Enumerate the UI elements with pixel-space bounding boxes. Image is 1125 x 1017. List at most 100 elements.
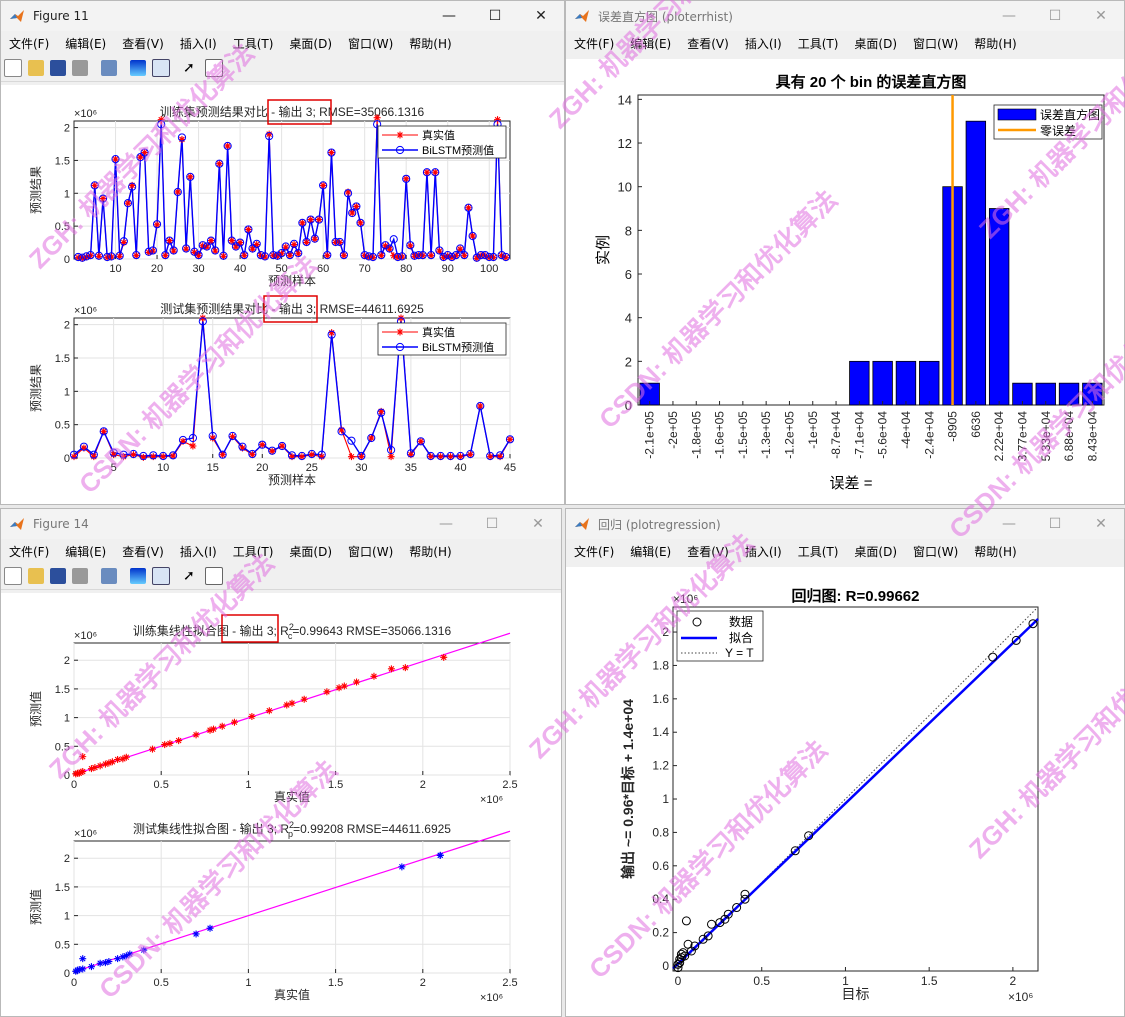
minimize-button[interactable]: — bbox=[1002, 516, 1016, 532]
x-tick-label: 1.5 bbox=[328, 977, 343, 989]
link-plot-icon[interactable] bbox=[101, 568, 117, 584]
plotregression-window: 回归 (plotregression) — ☐ ✕ 文件(F) 编辑(E) 查看… bbox=[565, 508, 1125, 1017]
menu-edit[interactable]: 编辑(E) bbox=[630, 544, 672, 559]
colorbar-icon[interactable] bbox=[130, 60, 146, 76]
menu-help[interactable]: 帮助(H) bbox=[409, 36, 452, 51]
data-point-star bbox=[236, 239, 244, 247]
print-icon[interactable] bbox=[72, 60, 88, 76]
pointer-icon[interactable]: ➚ bbox=[183, 60, 195, 76]
legend-icon[interactable] bbox=[152, 59, 170, 77]
x-tick-label: 6636 bbox=[969, 411, 983, 438]
menu-tools[interactable]: 工具(T) bbox=[232, 544, 274, 559]
data-point-star bbox=[369, 254, 377, 262]
data-point-star bbox=[157, 116, 165, 124]
menu-insert[interactable]: 插入(I) bbox=[179, 544, 217, 559]
data-point-star bbox=[386, 245, 394, 253]
close-button[interactable]: ✕ bbox=[1095, 8, 1107, 24]
regression-plot: 0 0.5 1 1.5 2 0 0.2 0.4 0.6 0.8 1 1.2 1.4 1.6 1.8 2 ×10⁶… bbox=[620, 587, 1039, 1004]
close-button[interactable]: ✕ bbox=[532, 516, 544, 532]
chart-title: 具有 20 个 bin 的误差直方图 bbox=[776, 73, 967, 91]
menu-edit[interactable]: 编辑(E) bbox=[65, 36, 107, 51]
maximize-button[interactable]: ☐ bbox=[488, 8, 502, 24]
property-editor-icon[interactable] bbox=[205, 59, 223, 77]
menu-tools[interactable]: 工具(T) bbox=[232, 36, 274, 51]
menu-help[interactable]: 帮助(H) bbox=[974, 36, 1017, 51]
new-figure-icon[interactable] bbox=[4, 59, 22, 77]
menu-insert[interactable]: 插入(I) bbox=[744, 36, 782, 51]
y-tick-label: 1 bbox=[662, 792, 669, 806]
data-point-circle bbox=[306, 215, 315, 224]
data-point-circle bbox=[406, 241, 415, 250]
menu-window[interactable]: 窗口(W) bbox=[348, 544, 394, 559]
y-tick-label: 0.2 bbox=[652, 926, 669, 940]
menu-edit[interactable]: 编辑(E) bbox=[630, 36, 672, 51]
x-tick-label: 45 bbox=[504, 462, 516, 474]
menu-help[interactable]: 帮助(H) bbox=[974, 544, 1017, 559]
data-point-circle bbox=[256, 250, 265, 260]
menu-view[interactable]: 查看(V) bbox=[687, 36, 729, 51]
menu-tools[interactable]: 工具(T) bbox=[797, 36, 839, 51]
maximize-button[interactable]: ☐ bbox=[1048, 516, 1062, 532]
menu-view[interactable]: 查看(V) bbox=[122, 544, 164, 559]
data-point-circle bbox=[468, 231, 477, 241]
link-plot-icon[interactable] bbox=[101, 60, 117, 76]
data-point-star bbox=[327, 149, 335, 157]
minimize-button[interactable]: — bbox=[439, 516, 453, 532]
data-point-star bbox=[353, 678, 361, 686]
close-button[interactable]: ✕ bbox=[535, 8, 547, 24]
data-point-star bbox=[367, 434, 375, 442]
data-point-star bbox=[80, 444, 88, 452]
open-file-icon[interactable] bbox=[28, 60, 44, 76]
data-point-star bbox=[79, 753, 87, 761]
menu-file[interactable]: 文件(F) bbox=[574, 544, 615, 559]
menu-desktop[interactable]: 桌面(D) bbox=[289, 36, 333, 51]
open-file-icon[interactable] bbox=[28, 568, 44, 584]
data-point-star bbox=[257, 252, 265, 260]
menu-desktop[interactable]: 桌面(D) bbox=[289, 544, 333, 559]
new-figure-icon[interactable] bbox=[4, 567, 22, 585]
x-tick-label: -2e+05 bbox=[666, 411, 680, 449]
close-button[interactable]: ✕ bbox=[1095, 516, 1107, 532]
menu-tools[interactable]: 工具(T) bbox=[797, 544, 839, 559]
colorbar-icon[interactable] bbox=[130, 568, 146, 584]
menu-file[interactable]: 文件(F) bbox=[574, 36, 615, 51]
legend-icon[interactable] bbox=[152, 567, 170, 585]
menu-help[interactable]: 帮助(H) bbox=[409, 544, 452, 559]
data-point-star bbox=[108, 758, 116, 766]
property-editor-icon[interactable] bbox=[205, 567, 223, 585]
data-point-circle bbox=[198, 317, 207, 326]
maximize-button[interactable]: ☐ bbox=[485, 516, 499, 532]
data-point-circle bbox=[686, 946, 696, 956]
legend-label-fit: 拟合 bbox=[729, 630, 753, 645]
minimize-button[interactable]: — bbox=[1002, 8, 1016, 24]
legend-label-prediction: BiLSTM预测值 bbox=[422, 341, 494, 354]
y-tick-label: 12 bbox=[618, 136, 632, 151]
menu-edit[interactable]: 编辑(E) bbox=[65, 544, 107, 559]
menu-view[interactable]: 查看(V) bbox=[687, 544, 729, 559]
menu-insert[interactable]: 插入(I) bbox=[179, 36, 217, 51]
menu-desktop[interactable]: 桌面(D) bbox=[854, 36, 898, 51]
data-point-circle bbox=[317, 450, 326, 459]
menu-view[interactable]: 查看(V) bbox=[122, 36, 164, 51]
save-icon[interactable] bbox=[50, 568, 66, 584]
data-point-circle bbox=[140, 148, 149, 157]
menu-window[interactable]: 窗口(W) bbox=[913, 544, 959, 559]
x-tick-label: 2 bbox=[420, 779, 426, 791]
menu-window[interactable]: 窗口(W) bbox=[348, 36, 394, 51]
menu-window[interactable]: 窗口(W) bbox=[913, 36, 959, 51]
maximize-button[interactable]: ☐ bbox=[1048, 8, 1062, 24]
title-bar: 回归 (plotregression) — ☐ ✕ bbox=[566, 509, 1124, 539]
menu-file[interactable]: 文件(F) bbox=[9, 36, 50, 51]
print-icon[interactable] bbox=[72, 568, 88, 584]
pointer-icon[interactable]: ➚ bbox=[183, 568, 195, 584]
data-point-star bbox=[278, 442, 286, 450]
menu-file[interactable]: 文件(F) bbox=[9, 544, 50, 559]
save-icon[interactable] bbox=[50, 60, 66, 76]
data-point-star bbox=[506, 435, 514, 443]
menu-insert[interactable]: 插入(I) bbox=[744, 544, 782, 559]
menu-desktop[interactable]: 桌面(D) bbox=[854, 544, 898, 559]
y-tick-label: 1.6 bbox=[652, 692, 669, 706]
minimize-button[interactable]: — bbox=[442, 8, 456, 24]
data-point-star bbox=[357, 219, 365, 227]
y-tick-label: 0.5 bbox=[55, 420, 70, 432]
